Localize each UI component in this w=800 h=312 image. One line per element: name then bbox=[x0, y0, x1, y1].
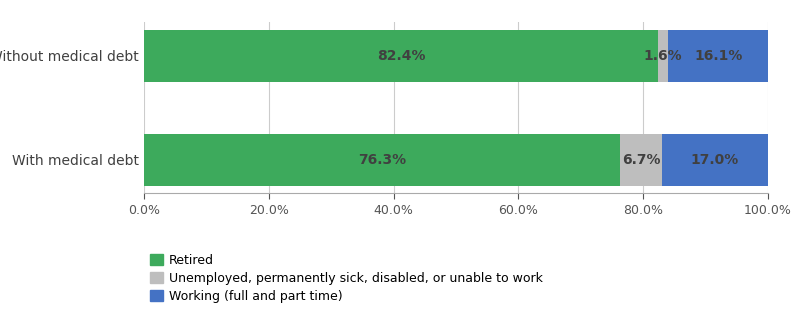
Text: 1.6%: 1.6% bbox=[644, 49, 682, 63]
Legend: Retired, Unemployed, permanently sick, disabled, or unable to work, Working (ful: Retired, Unemployed, permanently sick, d… bbox=[150, 254, 543, 303]
Text: 82.4%: 82.4% bbox=[377, 49, 426, 63]
Bar bbox=[144, 30, 658, 82]
Text: 16.1%: 16.1% bbox=[694, 49, 742, 63]
Bar bbox=[668, 30, 769, 82]
Bar bbox=[144, 134, 620, 186]
Text: 17.0%: 17.0% bbox=[691, 153, 739, 167]
Bar bbox=[620, 134, 662, 186]
Text: 6.7%: 6.7% bbox=[622, 153, 660, 167]
Text: 76.3%: 76.3% bbox=[358, 153, 406, 167]
Bar bbox=[658, 30, 668, 82]
Bar bbox=[662, 134, 768, 186]
